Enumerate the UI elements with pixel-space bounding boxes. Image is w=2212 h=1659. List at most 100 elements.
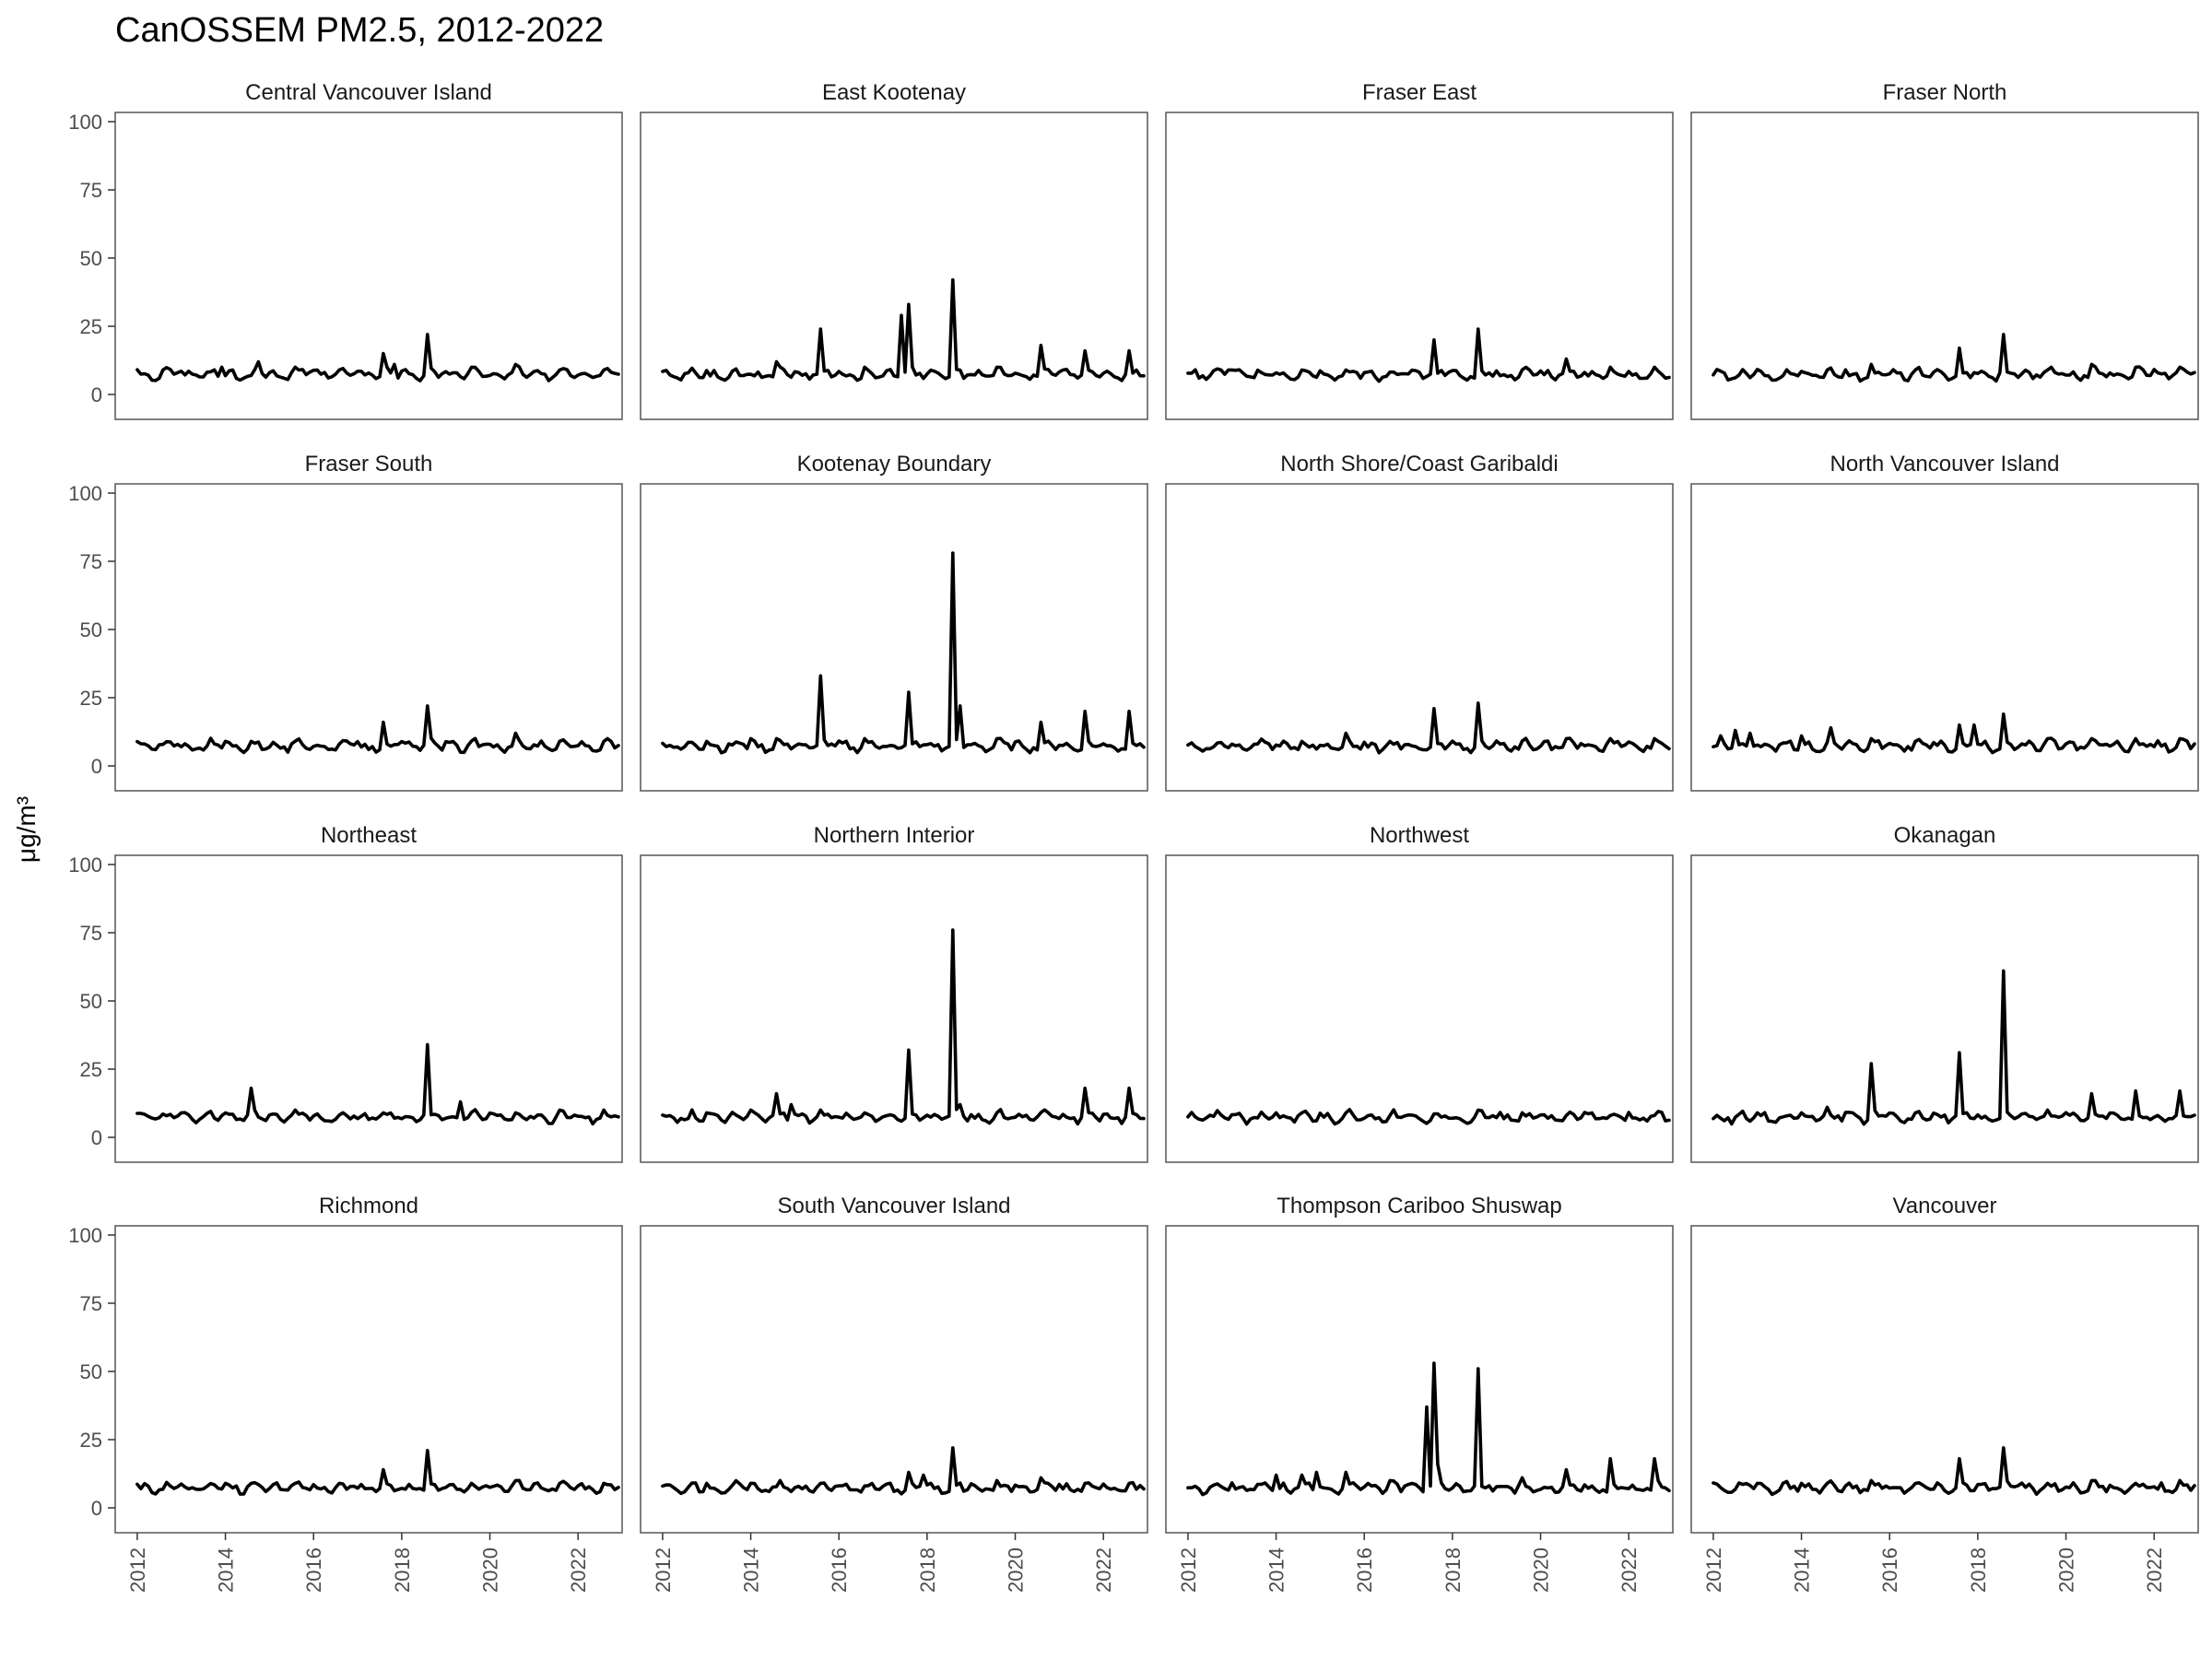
x-tick-label: 2018: [1967, 1547, 1990, 1593]
panel-south-vancouver-island: South Vancouver Island 2012 2014 2016 2018 20…: [640, 1194, 1148, 1593]
panel-frame: [640, 483, 1148, 792]
y-tick-label: 0: [91, 1126, 102, 1149]
series-line-south-vancouver-island: [661, 1446, 1146, 1496]
panel-thompson-cariboo-shuswap: Thompson Cariboo Shuswap 2012 2014 2016 2018…: [1165, 1194, 1674, 1593]
x-tick-label: 2022: [1092, 1547, 1115, 1593]
y-tick-label: 75: [80, 179, 102, 202]
panel-frame: [1690, 483, 2199, 792]
y-tick-label: 25: [80, 315, 102, 338]
panel-frame: [114, 1225, 623, 1534]
y-tick-label: 100: [68, 1224, 102, 1247]
panel-title: Fraser East: [1362, 80, 1477, 105]
series-line-thompson-cariboo-shuswap: [1186, 1361, 1671, 1497]
series-line-okanagan: [1712, 969, 2196, 1126]
x-tick-label: 2022: [2143, 1547, 2166, 1593]
panel-frame: [1690, 112, 2199, 420]
series-line-fraser-north: [1712, 333, 2196, 383]
x-tick-label: 2020: [2055, 1547, 2078, 1593]
x-tick-label: 2012: [1177, 1547, 1200, 1593]
x-tick-label: 2016: [828, 1547, 851, 1593]
panel-title: Richmond: [319, 1194, 418, 1218]
x-tick-label: 2022: [567, 1547, 590, 1593]
panel-title: North Vancouver Island: [1830, 452, 2059, 477]
panel-frame: [1165, 483, 1674, 792]
y-tick-label: 50: [80, 990, 102, 1013]
panel-frame: [1690, 854, 2199, 1163]
x-tick-label: 2014: [215, 1547, 238, 1593]
panel-title: Northeast: [321, 823, 417, 848]
x-tick-label: 2014: [740, 1547, 763, 1593]
panel-title: Fraser South: [305, 452, 433, 477]
y-tick-label: 100: [68, 853, 102, 877]
y-tick-label: 75: [80, 922, 102, 945]
x-tick-label: 2014: [1265, 1547, 1288, 1593]
series-line-northern-interior: [661, 928, 1146, 1126]
x-tick-label: 2012: [126, 1547, 149, 1593]
y-tick-label: 50: [80, 247, 102, 270]
panel-richmond: Richmond 0 25 50 75 100 2012 2014 2016 2018 2020 20…: [68, 1194, 623, 1593]
panel-kootenay-boundary: Kootenay Boundary: [640, 452, 1148, 792]
panel-title: Northwest: [1370, 823, 1469, 848]
x-tick-label: 2020: [1005, 1547, 1028, 1593]
x-tick-label: 2020: [479, 1547, 502, 1593]
y-tick-label: 50: [80, 1360, 102, 1383]
panel-title: Fraser North: [1883, 80, 2007, 105]
x-tick-label: 2016: [302, 1547, 325, 1593]
panel-frame: [1165, 854, 1674, 1163]
panel-frame: [114, 483, 623, 792]
y-tick-label: 0: [91, 383, 102, 406]
panel-fraser-north: Fraser North: [1690, 80, 2199, 420]
panel-frame: [640, 112, 1148, 420]
series-line-vancouver: [1712, 1446, 2196, 1497]
chart-title: CanOSSEM PM2.5, 2012-2022: [115, 11, 604, 50]
y-tick-label: 50: [80, 618, 102, 641]
panel-okanagan: Okanagan: [1690, 823, 2199, 1163]
panel-grid: Central Vancouver Island 0 25 50 75 100 East K…: [68, 80, 2199, 1593]
y-tick-label: 75: [80, 550, 102, 573]
y-tick-label: 100: [68, 111, 102, 134]
panel-frame: [114, 854, 623, 1163]
series-line-central-vancouver-island: [135, 333, 620, 382]
y-tick-label: 25: [80, 1429, 102, 1452]
x-tick-label: 2018: [1441, 1547, 1465, 1593]
x-tick-label: 2016: [1878, 1547, 1901, 1593]
series-line-northwest: [1186, 1108, 1671, 1126]
x-tick-label: 2012: [1702, 1547, 1725, 1593]
x-tick-label: 2018: [391, 1547, 414, 1593]
panel-northeast: Northeast 0 25 50 75 100: [68, 823, 623, 1163]
y-axis-label: μg/m³: [12, 796, 41, 863]
series-line-east-kootenay: [661, 277, 1146, 382]
x-tick-label: 2022: [1618, 1547, 1641, 1593]
panel-northern-interior: Northern Interior: [640, 823, 1148, 1163]
y-tick-label: 25: [80, 1058, 102, 1081]
panel-vancouver: Vancouver 2012 2014 2016 2018 2020 2022: [1690, 1194, 2199, 1593]
panel-title: Kootenay Boundary: [797, 452, 992, 477]
panel-title: East Kootenay: [822, 80, 966, 105]
panel-northwest: Northwest: [1165, 823, 1674, 1163]
panel-title: Vancouver: [1893, 1194, 1997, 1218]
series-line-fraser-south: [135, 704, 620, 755]
panel-east-kootenay: East Kootenay: [640, 80, 1148, 420]
y-tick-label: 100: [68, 482, 102, 505]
panel-central-vancouver-island: Central Vancouver Island 0 25 50 75 100: [68, 80, 623, 420]
series-line-kootenay-boundary: [661, 551, 1146, 755]
y-tick-label: 25: [80, 687, 102, 710]
panel-title: Thompson Cariboo Shuswap: [1277, 1194, 1562, 1218]
x-tick-label: 2018: [916, 1547, 939, 1593]
y-tick-label: 0: [91, 1497, 102, 1520]
panel-title: North Shore/Coast Garibaldi: [1280, 452, 1558, 477]
panel-title: Northern Interior: [814, 823, 975, 848]
panel-fraser-east: Fraser East: [1165, 80, 1674, 420]
panel-north-shore-coast-garibaldi: North Shore/Coast Garibaldi: [1165, 452, 1674, 792]
series-line-north-shore-coast-garibaldi: [1186, 701, 1671, 755]
panel-title: Okanagan: [1894, 823, 1996, 848]
series-line-northeast: [135, 1042, 620, 1126]
panel-fraser-south: Fraser South 0 25 50 75 100: [68, 452, 623, 792]
series-line-north-vancouver-island: [1712, 712, 2196, 755]
panel-frame: [640, 854, 1148, 1163]
panel-north-vancouver-island: North Vancouver Island: [1690, 452, 2199, 792]
x-tick-label: 2020: [1530, 1547, 1553, 1593]
x-tick-label: 2016: [1353, 1547, 1376, 1593]
panel-frame: [1165, 1225, 1674, 1534]
